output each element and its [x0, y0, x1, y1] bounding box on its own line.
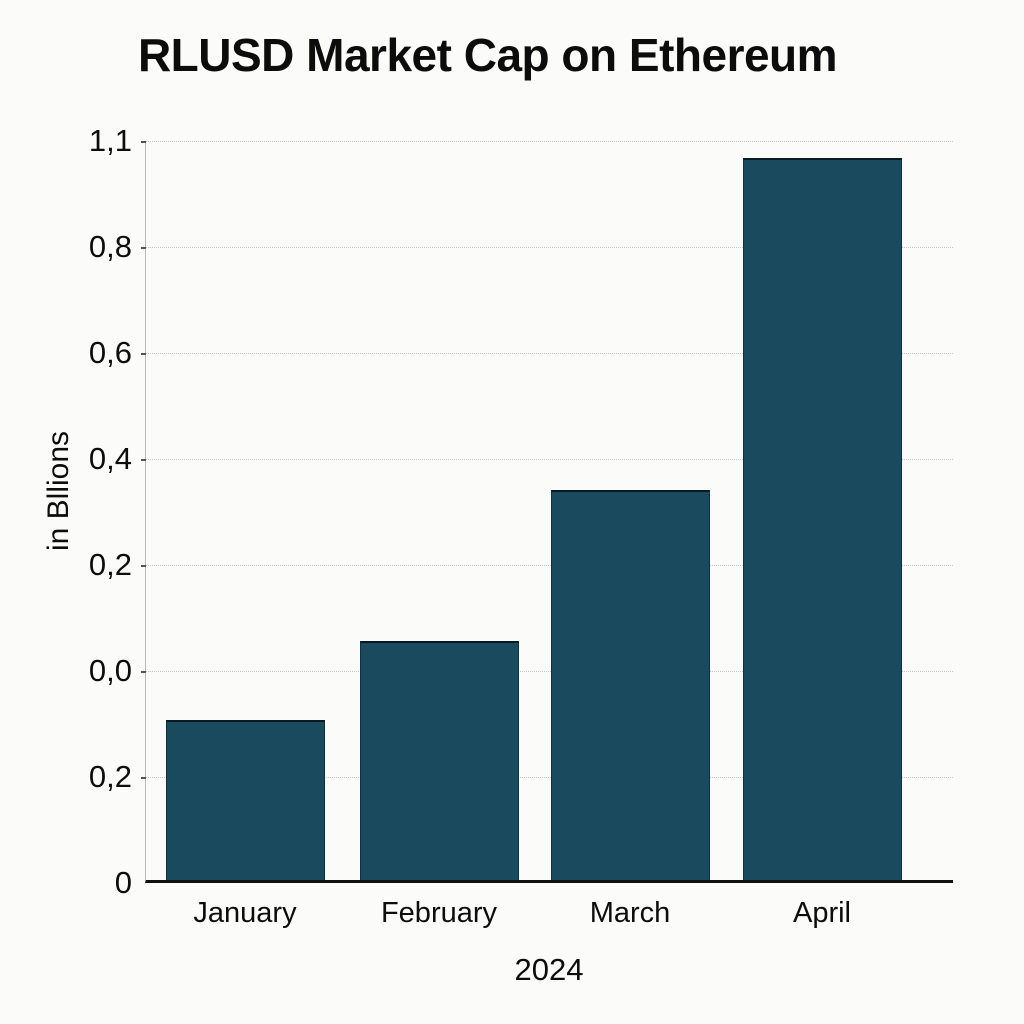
y-tick-label: 0 — [114, 865, 132, 900]
gridline — [146, 459, 953, 460]
x-tick-label: January — [193, 897, 297, 929]
y-tick-label: 0,8 — [88, 229, 132, 264]
y-axis-tick-mark — [141, 353, 146, 355]
y-tick-label: 0,6 — [88, 335, 132, 370]
x-tick-label: April — [792, 897, 851, 929]
gridline — [146, 777, 953, 778]
bar-february — [360, 641, 519, 880]
bar-january — [166, 720, 325, 880]
y-axis-tick-mark — [141, 141, 146, 143]
y-axis-tick-mark — [141, 247, 146, 249]
y-tick-label: 1,1 — [88, 123, 132, 158]
gridline — [146, 247, 953, 248]
gridline — [146, 353, 953, 354]
plot-area — [141, 141, 953, 883]
y-axis-tick-mark — [141, 671, 146, 673]
gridline — [146, 141, 953, 142]
y-axis-tick-mark — [141, 777, 146, 779]
y-tick-label: 0,2 — [88, 547, 132, 582]
x-tick-label: March — [589, 897, 671, 929]
gridline — [146, 565, 953, 566]
x-tick-label: February — [380, 897, 498, 929]
y-axis-tick-mark — [141, 459, 146, 461]
x-axis-label: 2024 — [514, 952, 584, 987]
y-tick-label: 0,4 — [88, 441, 132, 476]
gridline — [146, 671, 953, 672]
bar-march — [551, 490, 710, 880]
y-tick-label: 0,0 — [88, 653, 132, 688]
y-axis-tick-mark — [141, 565, 146, 567]
chart-title: RLUSD Market Cap on Ethereum — [137, 29, 838, 81]
y-tick-label: 0,2 — [88, 759, 132, 794]
bar-april — [743, 158, 902, 880]
